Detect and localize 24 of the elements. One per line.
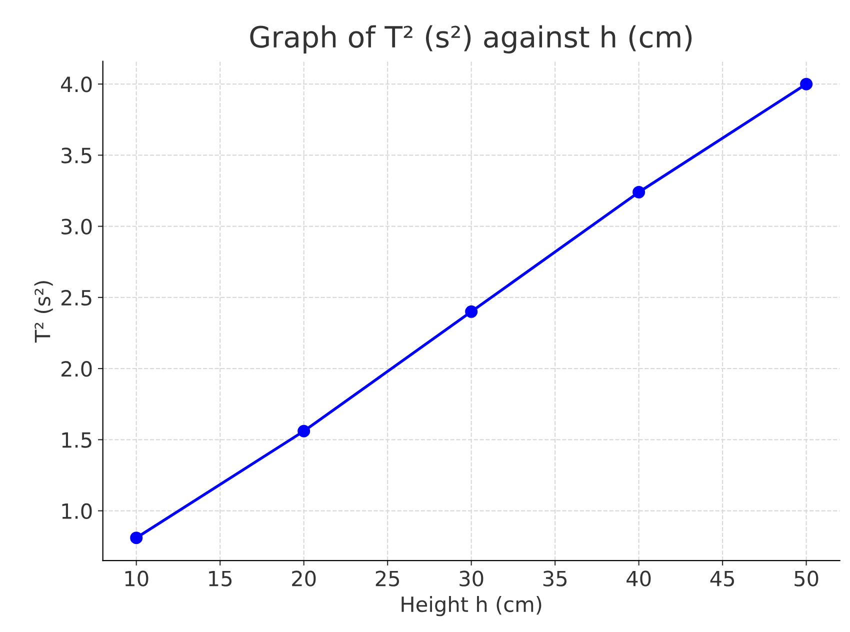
y-tick-label: 1.5 [62, 432, 92, 448]
y-tick-label: 2.0 [62, 361, 92, 377]
y-tick-label: 2.5 [62, 290, 92, 306]
y-tick-label: 4.0 [61, 76, 92, 92]
x-axis-title: Height h (cm) [402, 596, 542, 616]
point [465, 305, 478, 318]
y-tick-label: 3.5 [62, 148, 92, 164]
x-tick-label: 30 [460, 570, 484, 586]
y-tick-label: 3.0 [62, 218, 92, 235]
x-tick-label: 50 [794, 570, 818, 586]
x-tick-label: 40 [626, 570, 651, 586]
chart-title: Graph of T² (s²) against h (cm) [250, 25, 692, 54]
x-tick-label: 15 [209, 570, 232, 586]
y-axis-title: T² (s²) [34, 281, 53, 343]
point [800, 78, 813, 90]
point [130, 532, 143, 544]
x-tick-label: 20 [292, 570, 316, 586]
x-tick-label: 10 [125, 570, 148, 586]
point [298, 424, 310, 438]
x-tick-label: 25 [376, 570, 400, 586]
x-tick-label: 35 [543, 570, 567, 586]
point [632, 186, 646, 198]
y-tick-label: 1.0 [62, 503, 92, 520]
x-tick-label: 45 [710, 570, 734, 586]
